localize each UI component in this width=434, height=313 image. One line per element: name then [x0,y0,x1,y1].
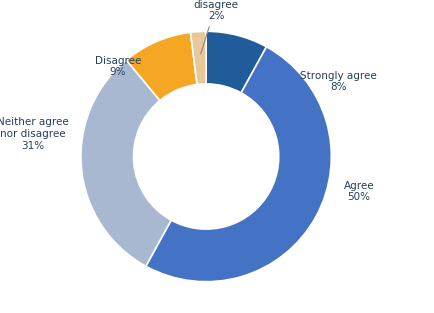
Wedge shape [206,31,266,93]
Wedge shape [126,32,197,100]
Text: Strongly
disagree
2%: Strongly disagree 2% [194,0,239,54]
Text: Neither agree
nor disagree
31%: Neither agree nor disagree 31% [0,117,69,151]
Wedge shape [146,47,331,282]
Text: Disagree
9%: Disagree 9% [95,55,141,77]
Wedge shape [191,31,206,85]
Text: Agree
50%: Agree 50% [344,181,375,203]
Wedge shape [81,60,171,266]
Text: Strongly agree
8%: Strongly agree 8% [300,70,377,92]
